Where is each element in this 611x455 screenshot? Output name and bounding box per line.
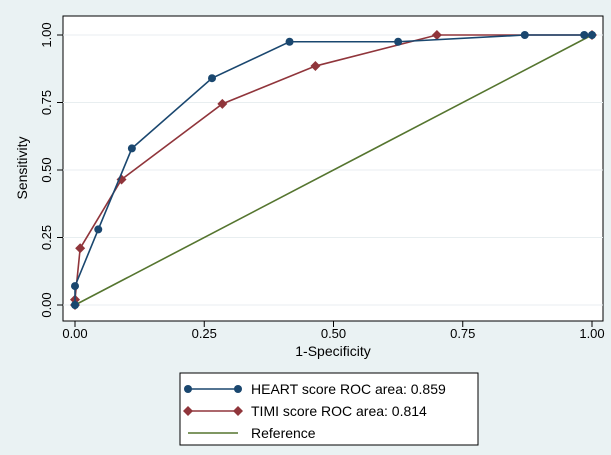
y-tick-label: 0.25 bbox=[39, 225, 54, 250]
plot-area bbox=[62, 15, 604, 322]
legend-marker bbox=[233, 406, 243, 416]
legend-marker bbox=[234, 385, 242, 393]
legend: HEART score ROC area: 0.859 TIMI score RO… bbox=[183, 381, 446, 441]
series-layer bbox=[70, 30, 597, 310]
legend-marker bbox=[184, 385, 192, 393]
data-point-series-0 bbox=[580, 31, 589, 39]
data-point-series-1 bbox=[431, 30, 442, 40]
series-line-2 bbox=[74, 34, 593, 306]
x-tick-label: 1.00 bbox=[579, 326, 604, 341]
data-point-series-0 bbox=[208, 74, 217, 83]
x-tick-label: 0.50 bbox=[321, 326, 346, 341]
y-tick-label: 1.00 bbox=[39, 22, 54, 47]
x-tick-label: 0.25 bbox=[192, 326, 217, 341]
legend-label: HEART score ROC area: 0.859 bbox=[251, 381, 446, 397]
axis-layer: 0.00 0.25 0.50 0.75 1.00 0.00 0.25 0.50 0.75 1.00 bbox=[39, 22, 605, 341]
data-point-series-0 bbox=[588, 31, 596, 39]
data-point-series-0 bbox=[94, 225, 103, 234]
y-tick-label: 0.00 bbox=[39, 292, 54, 317]
legend-marker bbox=[183, 406, 193, 416]
legend-label: Reference bbox=[251, 425, 316, 441]
y-axis-label: Sensitivity bbox=[14, 136, 30, 199]
x-axis-label: 1-Specificity bbox=[295, 343, 370, 359]
y-tick-label: 0.50 bbox=[39, 157, 54, 182]
data-point-series-1 bbox=[217, 98, 228, 109]
y-tick-label: 0.75 bbox=[39, 90, 54, 115]
data-point-series-0 bbox=[71, 282, 79, 291]
data-point-series-1 bbox=[75, 243, 86, 254]
data-point-series-0 bbox=[285, 37, 294, 46]
data-point-series-0 bbox=[520, 31, 529, 39]
data-point-series-0 bbox=[127, 144, 136, 153]
data-point-series-1 bbox=[310, 61, 321, 72]
data-point-series-1 bbox=[116, 174, 127, 185]
data-point-series-0 bbox=[394, 37, 403, 46]
x-tick-label: 0.75 bbox=[450, 326, 475, 341]
legend-label: TIMI score ROC area: 0.814 bbox=[251, 403, 427, 419]
x-tick-label: 0.00 bbox=[62, 326, 87, 341]
series-line-0 bbox=[74, 34, 592, 305]
data-point-series-0 bbox=[71, 301, 79, 309]
